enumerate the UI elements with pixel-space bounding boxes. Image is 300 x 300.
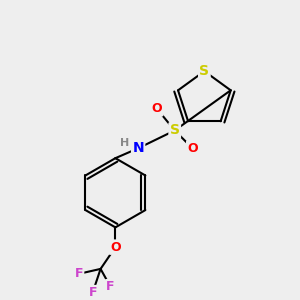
Text: F: F (88, 286, 97, 299)
Text: O: O (187, 142, 198, 155)
Text: S: S (170, 124, 180, 137)
Text: N: N (132, 141, 144, 155)
Text: O: O (110, 241, 121, 254)
Text: F: F (106, 280, 115, 293)
Text: S: S (200, 64, 209, 78)
Text: H: H (120, 138, 129, 148)
Text: F: F (75, 267, 83, 280)
Text: O: O (152, 102, 162, 115)
